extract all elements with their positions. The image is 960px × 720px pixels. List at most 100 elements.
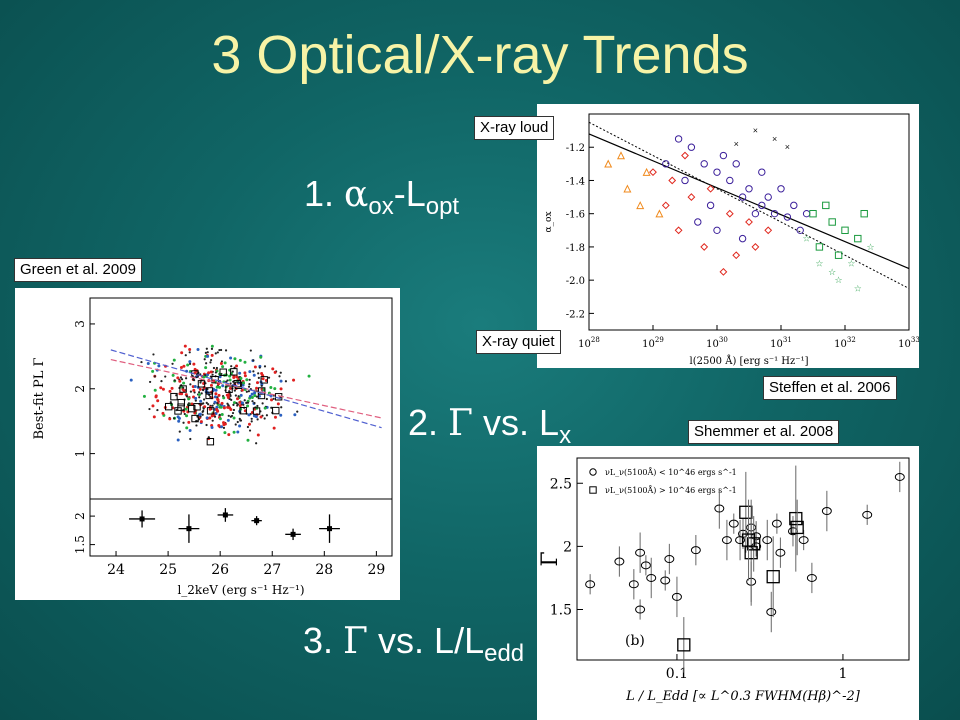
green-square-point	[252, 407, 261, 415]
green-cloud-point	[250, 395, 254, 399]
green-cloud-point	[229, 382, 232, 385]
green-cloud-point	[210, 344, 214, 348]
steffen-data-point	[623, 184, 632, 193]
steffen-data-point	[687, 143, 696, 151]
green-cloud-point	[192, 388, 196, 392]
green-cloud-point	[252, 359, 255, 362]
green-cloud-point	[226, 405, 230, 409]
steffen-x-tick-label: 1029	[642, 336, 664, 350]
shemmer-circle-point	[585, 580, 596, 589]
shemmer-y-tick-label: 1.5	[550, 603, 572, 619]
green-cloud-point	[247, 385, 251, 388]
steffen-data-point	[841, 226, 849, 235]
shemmer-circle-point	[775, 548, 786, 557]
steffen-data-point	[809, 209, 817, 218]
green-cloud-point	[220, 360, 224, 363]
steffen-data-point: ☆	[867, 242, 875, 252]
shemmer-circle-point	[646, 573, 657, 582]
green-cloud-point	[218, 375, 222, 379]
green-cloud-point	[214, 392, 218, 396]
green-cloud-point	[189, 437, 192, 441]
shemmer-x-tick-label: 1	[838, 666, 847, 682]
green-cloud-point	[194, 399, 197, 402]
green-cloud-point	[171, 373, 175, 377]
steffen-citation-tag: Steffen et al. 2006	[763, 376, 897, 400]
steffen-data-point	[719, 267, 728, 276]
shemmer-square-point	[790, 520, 804, 535]
green-cloud-point	[205, 423, 208, 427]
shemmer-circle-point	[664, 555, 675, 563]
green-cloud-point	[211, 419, 214, 422]
green-cloud-point	[173, 379, 176, 382]
green-cloud-point	[279, 387, 283, 391]
green-chart-panel: 1 2 3 1.5 2 24 25 26 27 28 29 l_2keV (erg s⁻¹ Hz⁻¹)…	[15, 288, 400, 600]
steffen-data-point	[764, 226, 773, 235]
green-cloud-point	[203, 358, 206, 361]
green-y-tick-label: 1	[73, 450, 87, 458]
steffen-data-point: ☆	[828, 267, 836, 277]
green-cloud-point	[198, 387, 202, 391]
green-cloud-point	[238, 400, 242, 404]
green-cloud-point	[189, 390, 193, 393]
green-cloud-point	[256, 381, 260, 385]
green-cloud-point	[280, 406, 283, 409]
steffen-x-tick-label: 1028	[578, 336, 600, 350]
steffen-y-tick-label: -2.0	[566, 276, 585, 287]
green-cloud-point	[226, 379, 229, 382]
green-cloud-point	[228, 386, 232, 390]
green-bin-mean	[254, 518, 260, 524]
green-cloud-point	[218, 414, 221, 417]
green-cloud-point	[292, 378, 296, 382]
steffen-data-point	[616, 151, 626, 160]
green-cloud-point	[198, 412, 202, 416]
green-cloud-point	[261, 402, 264, 405]
green-x-tick-label: 24	[107, 562, 125, 578]
steffen-data-point	[732, 160, 740, 168]
green-cloud-point	[159, 386, 163, 390]
green-cloud-point	[151, 404, 155, 408]
green-cloud-point	[161, 387, 165, 391]
green-cloud-point	[185, 414, 189, 418]
green-cloud-point	[176, 438, 180, 442]
green-cloud-point	[205, 362, 208, 365]
shemmer-circle-point	[671, 592, 682, 601]
green-cloud-point	[182, 381, 186, 385]
shemmer-circle-point	[660, 576, 671, 585]
green-cloud-point	[259, 415, 263, 419]
green-cloud-point	[210, 353, 214, 357]
green-bin-mean	[222, 512, 228, 518]
green-cloud-point	[172, 358, 176, 362]
shemmer-legend-circle	[589, 468, 597, 476]
green-cloud-point	[183, 344, 187, 348]
steffen-data-point	[706, 201, 715, 210]
green-cloud-point	[169, 401, 172, 404]
green-x-tick-label: 25	[159, 562, 177, 578]
green-cloud-point	[255, 386, 259, 390]
green-cloud-point	[178, 379, 182, 383]
green-cloud-point	[198, 396, 201, 399]
green-cloud-point	[234, 423, 237, 426]
steffen-data-point: ×	[734, 139, 739, 149]
green-cloud-point	[153, 375, 156, 378]
shemmer-circle-point	[635, 605, 646, 614]
green-square-point	[197, 380, 206, 388]
shemmer-circle-point	[798, 536, 809, 545]
steffen-y-tick-label: -2.2	[566, 309, 585, 320]
green-cloud-point	[205, 347, 208, 350]
green-cloud-point	[236, 420, 239, 424]
green-cloud-point	[146, 362, 150, 366]
green-scatter-cloud	[129, 344, 311, 445]
green-cloud-point	[263, 406, 267, 410]
green-cloud-point	[213, 395, 217, 399]
green-cloud-point	[272, 426, 276, 430]
green-cloud-point	[217, 424, 221, 428]
green-cloud-point	[218, 385, 222, 389]
steffen-data-point	[681, 176, 689, 185]
green-cloud-point	[142, 394, 146, 398]
green-cloud-point	[171, 362, 174, 365]
green-citation-tag: Green et al. 2009	[14, 258, 142, 282]
steffen-data-point	[815, 243, 824, 251]
green-y-axis-label: Best-fit PL Γ	[32, 357, 47, 439]
steffen-data-point	[604, 159, 613, 168]
green-cloud-point	[199, 399, 203, 403]
